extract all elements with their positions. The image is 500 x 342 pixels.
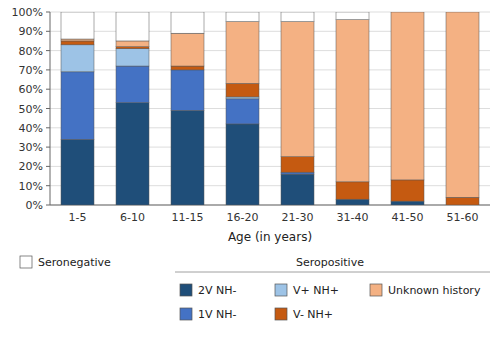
y-tick-label: 0% bbox=[26, 199, 43, 212]
legend-label: 2V NH- bbox=[198, 284, 237, 297]
legend-label: Unknown history bbox=[388, 284, 481, 297]
bar-segment bbox=[116, 41, 149, 47]
bar-segment bbox=[116, 47, 149, 49]
y-tick-label: 60% bbox=[19, 83, 43, 96]
legend-label: V- NH+ bbox=[293, 308, 333, 321]
bar-segment bbox=[281, 12, 314, 22]
y-tick-label: 20% bbox=[19, 160, 43, 173]
bar-segment bbox=[226, 97, 259, 99]
y-tick bbox=[46, 89, 50, 90]
bar-segment bbox=[391, 180, 424, 201]
y-tick-label: 40% bbox=[19, 122, 43, 135]
bar-segment bbox=[226, 12, 259, 22]
x-tick-label: 1-5 bbox=[69, 211, 87, 224]
bar-segment bbox=[391, 12, 424, 13]
bar-segment bbox=[171, 66, 204, 70]
y-tick bbox=[46, 147, 50, 148]
legend: Seronegative Seropositive 2V NH- 1V NH- V+ N… bbox=[20, 256, 490, 321]
y-tick bbox=[46, 31, 50, 32]
x-tick-label: 11-15 bbox=[172, 211, 204, 224]
bar-segment bbox=[281, 174, 314, 205]
y-tick bbox=[46, 205, 50, 206]
bar-segment bbox=[61, 39, 94, 41]
y-tick bbox=[46, 108, 50, 109]
y-tick-label: 80% bbox=[19, 45, 43, 58]
bars bbox=[61, 12, 479, 205]
x-tick-label: 6-10 bbox=[120, 211, 145, 224]
y-tick-label: 10% bbox=[19, 180, 43, 193]
bar-segment bbox=[446, 12, 479, 13]
bar-segment bbox=[61, 12, 94, 39]
x-tick-label: 41-50 bbox=[392, 211, 424, 224]
y-tick-label: 90% bbox=[19, 25, 43, 38]
bar-segment bbox=[171, 70, 204, 111]
legend-swatch bbox=[370, 284, 382, 296]
bar-segment bbox=[281, 157, 314, 172]
y-tick bbox=[46, 127, 50, 128]
y-tick bbox=[46, 12, 50, 13]
bar-segment bbox=[391, 201, 424, 205]
bar-segment bbox=[116, 12, 149, 41]
legend-swatch bbox=[180, 308, 192, 320]
y-axis-line bbox=[50, 12, 51, 205]
bar-segment bbox=[61, 139, 94, 205]
bar-segment bbox=[446, 197, 479, 205]
bar-segment bbox=[281, 172, 314, 174]
legend-swatch bbox=[275, 284, 287, 296]
y-tick-label: 30% bbox=[19, 141, 43, 154]
axes: 0% 10% 20% 30% 40% 50% 60% 70% 80% 90% 100% 1-5 6-10… bbox=[12, 6, 490, 224]
bar-segment bbox=[226, 99, 259, 124]
bar-segment bbox=[61, 45, 94, 72]
x-tick-label: 16-20 bbox=[227, 211, 259, 224]
bar-segment bbox=[336, 182, 369, 199]
bar-segment bbox=[171, 33, 204, 66]
bar-segment bbox=[226, 124, 259, 205]
legend-swatch bbox=[20, 256, 32, 268]
bar-segment bbox=[61, 72, 94, 140]
bar-segment bbox=[116, 49, 149, 66]
bar-segment bbox=[226, 22, 259, 84]
bar-segment bbox=[116, 66, 149, 103]
bar-segment bbox=[391, 12, 424, 180]
legend-label: 1V NH- bbox=[198, 308, 237, 321]
x-tick-label: 31-40 bbox=[337, 211, 369, 224]
bar-segment bbox=[116, 103, 149, 205]
bar-segment bbox=[281, 22, 314, 157]
bar-segment bbox=[171, 12, 204, 33]
y-tick bbox=[46, 50, 50, 51]
legend-swatch bbox=[180, 284, 192, 296]
legend-label: V+ NH+ bbox=[293, 284, 339, 297]
chart: 0% 10% 20% 30% 40% 50% 60% 70% 80% 90% 100% 1-5 6-10… bbox=[0, 0, 500, 342]
bar-segment bbox=[336, 12, 369, 20]
y-tick-label: 70% bbox=[19, 64, 43, 77]
x-tick-label: 21-30 bbox=[282, 211, 314, 224]
legend-label: Seronegative bbox=[38, 256, 111, 269]
y-tick-label: 100% bbox=[12, 6, 43, 19]
legend-separator bbox=[175, 272, 490, 273]
x-axis-label: Age (in years) bbox=[228, 230, 312, 244]
bar-segment bbox=[336, 20, 369, 182]
bar-segment bbox=[446, 12, 479, 197]
legend-group-header: Seropositive bbox=[296, 256, 364, 269]
x-tick-label: 51-60 bbox=[447, 211, 479, 224]
y-tick bbox=[46, 185, 50, 186]
bar-segment bbox=[61, 41, 94, 45]
legend-swatch bbox=[275, 308, 287, 320]
y-tick bbox=[46, 166, 50, 167]
y-tick bbox=[46, 69, 50, 70]
bar-segment bbox=[226, 83, 259, 97]
bar-segment bbox=[336, 199, 369, 205]
grid bbox=[50, 12, 490, 205]
bar-segment bbox=[171, 110, 204, 205]
y-tick-label: 50% bbox=[19, 103, 43, 116]
